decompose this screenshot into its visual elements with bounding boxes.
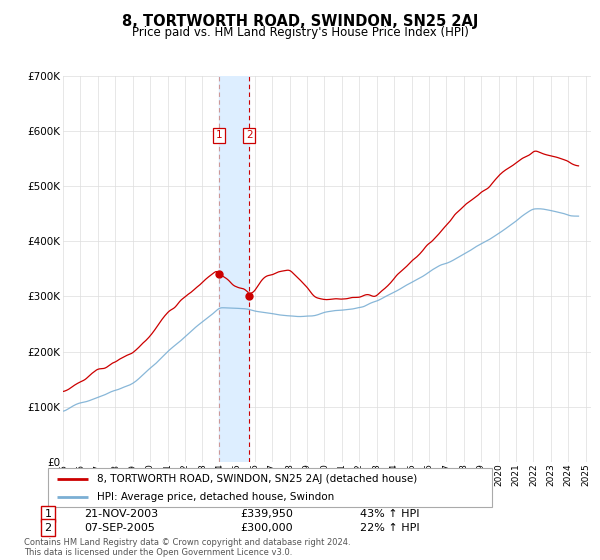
Text: £339,950: £339,950 [240, 509, 293, 519]
Text: 1: 1 [215, 130, 222, 141]
Text: 2: 2 [246, 130, 253, 141]
Text: £300,000: £300,000 [240, 522, 293, 533]
Text: 8, TORTWORTH ROAD, SWINDON, SN25 2AJ: 8, TORTWORTH ROAD, SWINDON, SN25 2AJ [122, 14, 478, 29]
Text: 07-SEP-2005: 07-SEP-2005 [84, 522, 155, 533]
Text: 22% ↑ HPI: 22% ↑ HPI [360, 522, 419, 533]
Text: 8, TORTWORTH ROAD, SWINDON, SN25 2AJ (detached house): 8, TORTWORTH ROAD, SWINDON, SN25 2AJ (de… [97, 474, 417, 484]
Text: 43% ↑ HPI: 43% ↑ HPI [360, 509, 419, 519]
Text: HPI: Average price, detached house, Swindon: HPI: Average price, detached house, Swin… [97, 492, 334, 502]
Text: 21-NOV-2003: 21-NOV-2003 [84, 509, 158, 519]
FancyBboxPatch shape [48, 468, 492, 507]
Text: 1: 1 [44, 509, 52, 519]
Text: Contains HM Land Registry data © Crown copyright and database right 2024.
This d: Contains HM Land Registry data © Crown c… [24, 538, 350, 557]
Bar [219, 76, 250, 462]
Text: Price paid vs. HM Land Registry's House Price Index (HPI): Price paid vs. HM Land Registry's House … [131, 26, 469, 39]
Text: 2: 2 [44, 522, 52, 533]
